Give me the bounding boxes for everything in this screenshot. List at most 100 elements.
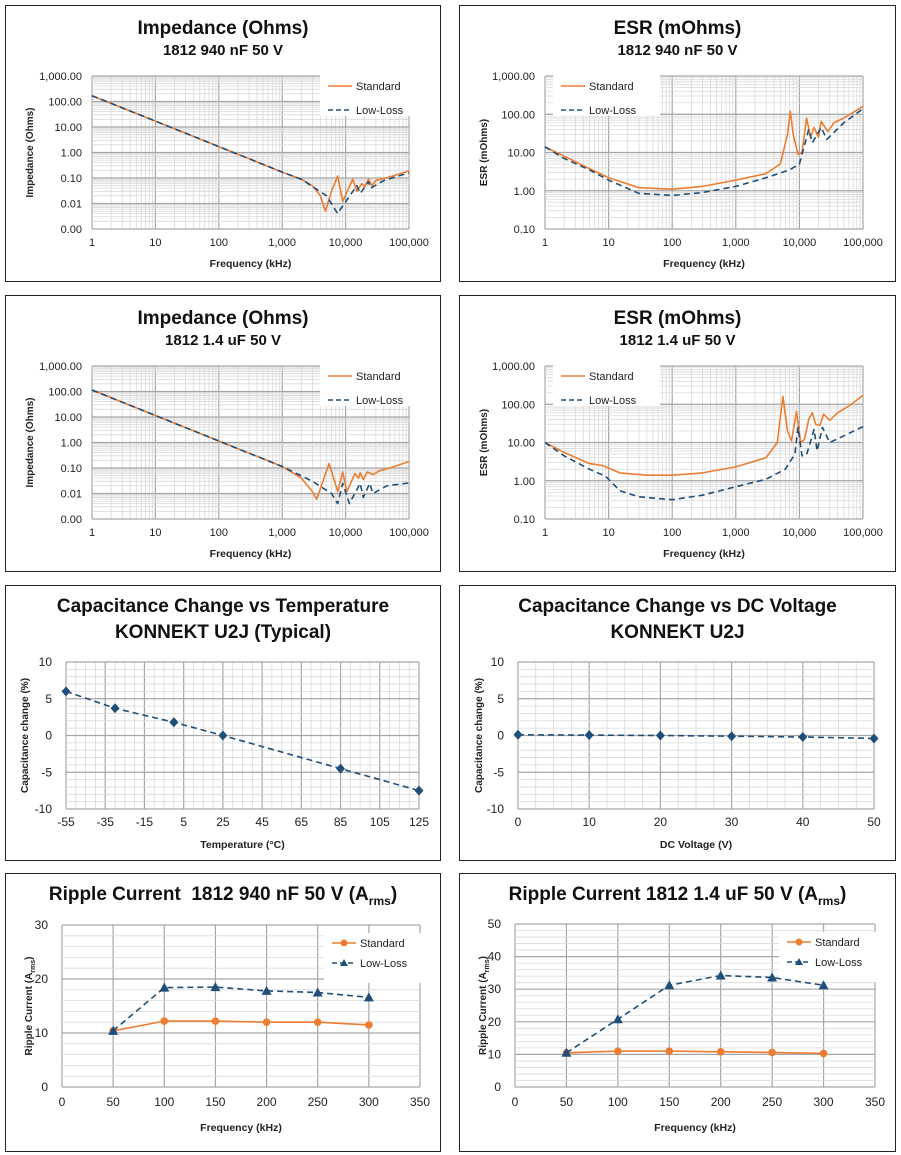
series-line-standard — [91, 94, 410, 212]
x-tick-label: 1 — [89, 527, 95, 539]
legend-label: Standard — [589, 81, 634, 93]
series-line-standard — [544, 394, 864, 476]
y-tick-label: 0 — [41, 1080, 48, 1094]
data-point-diamond — [584, 730, 594, 741]
chart-title: Impedance (Ohms) — [6, 18, 440, 40]
x-tick-label: 100,000 — [389, 527, 429, 539]
grid — [91, 365, 410, 520]
legend-box — [324, 933, 424, 983]
data-point-diamond — [513, 729, 523, 740]
legend-label: Low-Loss — [356, 395, 404, 407]
y-tick-label: 0.00 — [61, 224, 82, 236]
y-tick-label: 20 — [488, 1015, 502, 1029]
data-point-circle — [211, 1017, 220, 1025]
x-tick-label: 1,000 — [722, 237, 750, 249]
chart-subtitle: 1812 940 nF 50 V — [617, 42, 738, 59]
chart-svg: 1 10 100 1,000 10,000 100,000 0.10 1.00 10.00 100… — [479, 361, 883, 560]
x-tick-label: 20 — [654, 815, 668, 829]
data-point-diamond — [727, 731, 737, 742]
data-point-circle — [160, 1017, 169, 1025]
y-tick-label: -10 — [35, 802, 53, 816]
x-tick-label: 150 — [659, 1095, 679, 1109]
y-tick-label: 10.00 — [54, 412, 82, 424]
chart-panel: Capacitance Change vs Temperature KONNEKT… — [5, 585, 441, 861]
y-tick-label: 1.00 — [61, 438, 82, 450]
y-tick-label: 30 — [488, 982, 502, 996]
chart-title-sub: rms — [368, 893, 391, 908]
legend-label: Low-Loss — [360, 958, 408, 970]
y-axis-label-text: Capacitance change (%) — [20, 678, 31, 793]
legend-box — [553, 74, 660, 116]
data-point-triangle — [664, 980, 675, 990]
y-tick-label: -10 — [487, 802, 505, 816]
x-axis-label: Frequency (kHz) — [654, 1122, 736, 1134]
data-point-circle — [262, 1018, 271, 1026]
x-tick-label: 10 — [149, 527, 161, 539]
data-point-triangle — [363, 992, 374, 1002]
x-tick-label: 1 — [542, 237, 548, 249]
y-tick-label: 0 — [494, 1080, 501, 1094]
series-line-low-loss — [91, 389, 410, 505]
legend-marker-triangle — [340, 959, 348, 966]
y-tick-label: 1,000.00 — [39, 71, 82, 83]
x-tick-label: 1,000 — [268, 237, 296, 249]
x-tick-label: 300 — [359, 1095, 379, 1109]
x-tick-label: 105 — [370, 815, 390, 829]
legend-box — [320, 74, 417, 116]
data-point-circle — [819, 1049, 828, 1058]
x-tick-label: 250 — [308, 1095, 328, 1109]
y-tick-label: 5 — [45, 692, 52, 706]
y-axis-label-sub: rms — [30, 960, 37, 973]
chart-title: Capacitance Change vs Temperature — [6, 596, 440, 618]
chart-svg: -55 -35 -15 5 25 45 65 85 105 125 -10 -5 0 5 10 Tempera… — [20, 655, 429, 851]
legend-label: Low-Loss — [589, 105, 637, 117]
y-tick-label: 10.00 — [507, 438, 535, 450]
chart-subtitle: 1812 1.4 uF 50 V — [619, 332, 736, 349]
x-tick-label: 25 — [216, 815, 230, 829]
x-tick-label: 45 — [255, 815, 269, 829]
chart-title: ESR (mOhms) — [460, 18, 895, 40]
y-tick-label: 10 — [488, 1047, 502, 1061]
x-tick-label: -55 — [57, 815, 75, 829]
series-line-low-loss — [544, 108, 864, 197]
x-tick-label: 1,000 — [722, 527, 750, 539]
data-point-circle — [365, 1021, 373, 1029]
legend-label: Standard — [356, 81, 401, 93]
x-tick-label: 10,000 — [783, 237, 817, 249]
x-tick-label: 250 — [762, 1095, 782, 1109]
x-tick-label: 50 — [867, 815, 881, 829]
series-line-standard — [544, 105, 864, 190]
y-tick-label: 0 — [45, 729, 52, 743]
grid — [514, 923, 876, 1088]
chart-svg: 0 10 20 30 40 50 -10 -5 0 5 10 DC Voltage (V) Capaci… — [474, 655, 881, 851]
x-tick-label: 10 — [602, 237, 614, 249]
y-tick-label: 10.00 — [507, 148, 535, 160]
y-axis-label: Capacitance change (%) — [20, 678, 31, 793]
y-tick-label: 0.01 — [61, 199, 82, 211]
chart-svg: 1 10 100 1,000 10,000 100,000 0.00 0.01 0.10 1.00… — [25, 71, 429, 270]
y-axis-label-text: Impedance (Ohms) — [25, 107, 36, 197]
chart-subtitle: 1812 940 nF 50 V — [162, 42, 284, 59]
y-tick-label: 50 — [488, 917, 502, 931]
legend-label: Standard — [589, 371, 634, 383]
x-axis-label: Frequency (kHz) — [210, 258, 292, 270]
y-axis-label: ESR (mOhms) — [479, 409, 490, 476]
chart-title: Ripple Current 1812 1.4 uF 50 V (Arms) — [460, 884, 895, 908]
data-point-triangle — [561, 1047, 572, 1057]
data-point-triangle — [715, 970, 726, 980]
data-point-triangle — [767, 972, 778, 982]
data-point-triangle — [612, 1014, 623, 1024]
y-axis-label-text: ESR (mOhms) — [479, 409, 490, 476]
y-tick-label: 1,000.00 — [492, 71, 535, 83]
y-axis-label: Capacitance change (%) — [474, 678, 485, 793]
legend-label: Low-Loss — [815, 957, 863, 969]
data-point-circle — [614, 1047, 622, 1055]
x-tick-label: 50 — [560, 1095, 574, 1109]
grid — [517, 661, 875, 810]
x-tick-label: 100 — [154, 1095, 174, 1109]
y-axis-label: Impedance (Ohms) — [25, 397, 36, 487]
chart-title-text: Impedance (Ohms) — [137, 18, 309, 39]
x-tick-label: 50 — [106, 1095, 120, 1109]
legend-marker-triangle — [795, 958, 803, 965]
x-tick-label: 200 — [257, 1095, 277, 1109]
